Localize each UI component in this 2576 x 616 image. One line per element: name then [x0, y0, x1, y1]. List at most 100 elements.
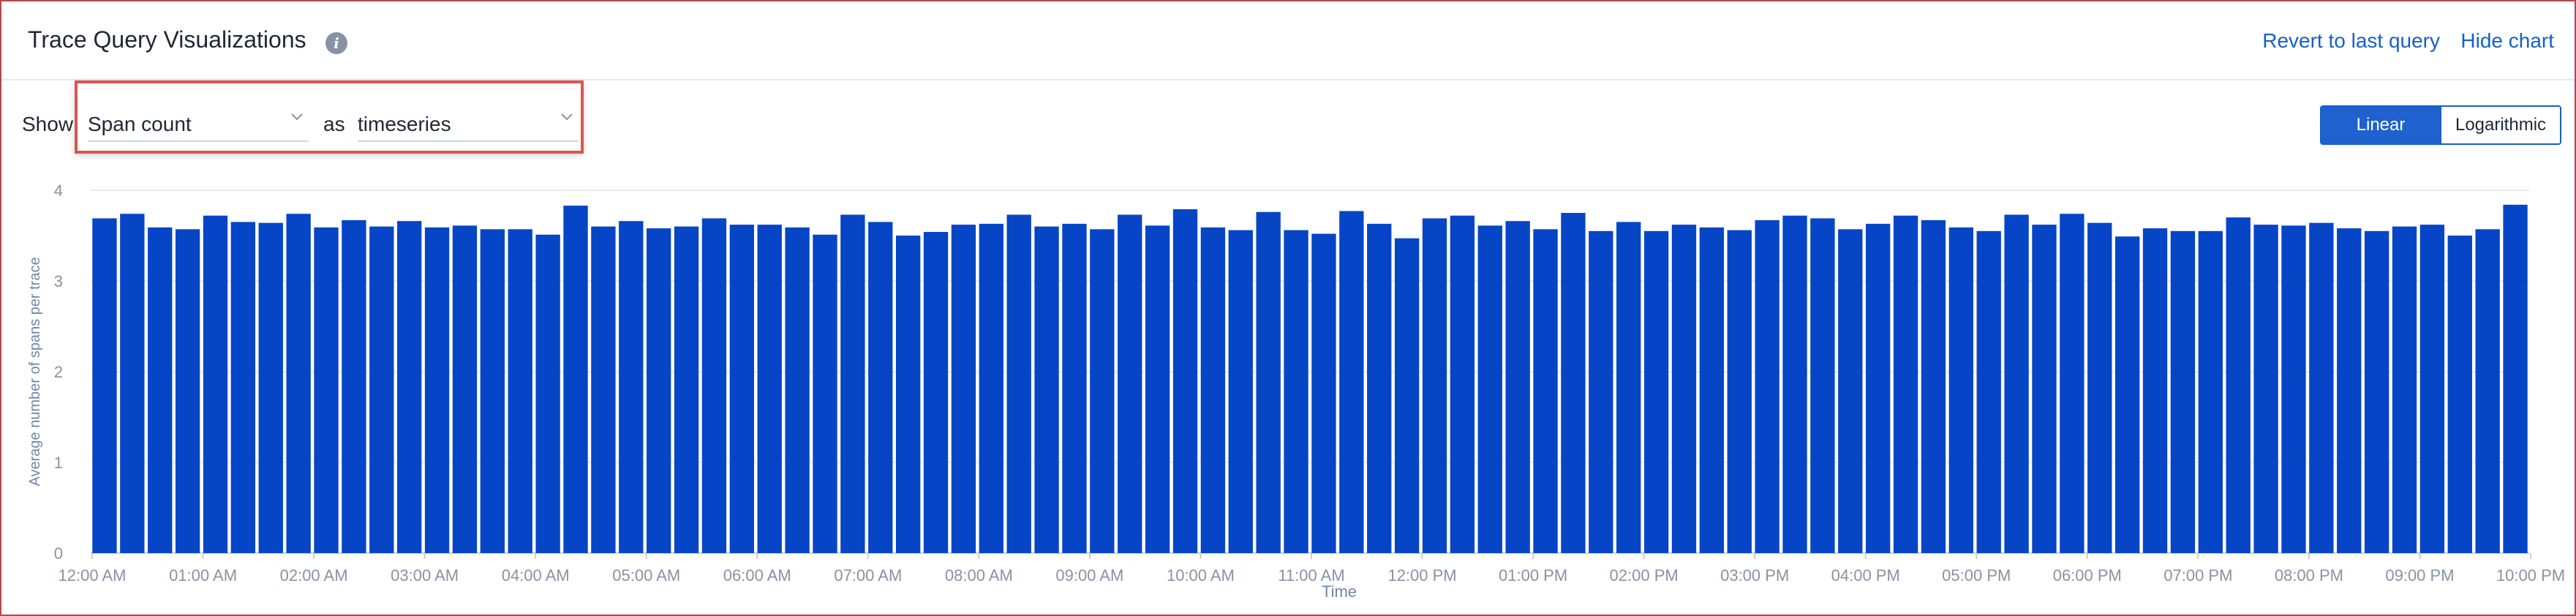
x-tick-label: 07:00 PM [2163, 566, 2232, 585]
bar [535, 234, 560, 553]
chart-controls: Show Span count as timeseries Linear Log… [1, 80, 2575, 154]
bar [1339, 211, 1364, 553]
bar [286, 214, 311, 553]
bar [647, 228, 671, 553]
y-tick-label: 3 [54, 272, 63, 290]
x-tick-label: 05:00 AM [612, 566, 680, 585]
bar [1948, 227, 1973, 553]
scale-toggle: Linear Logarithmic [2320, 105, 2561, 145]
bar [480, 229, 505, 553]
x-tick-label: 09:00 PM [2385, 566, 2454, 585]
bar [258, 222, 283, 553]
bar [1699, 227, 1725, 553]
bar [1394, 238, 1420, 553]
y-tick-label: 0 [54, 544, 63, 563]
x-tick-label: 04:00 PM [1831, 566, 1900, 585]
x-tick-label: 03:00 AM [391, 566, 459, 585]
bar [2419, 225, 2445, 553]
bar [591, 226, 616, 553]
x-tick-label: 07:00 AM [834, 566, 902, 585]
bar [1533, 229, 1558, 553]
x-tick-label: 12:00 PM [1387, 566, 1456, 585]
bar [1422, 218, 1447, 553]
bar [1367, 223, 1392, 553]
bar [619, 221, 644, 553]
bar [701, 218, 727, 553]
hide-chart-link[interactable]: Hide chart [2460, 29, 2554, 52]
y-tick-label: 2 [54, 363, 63, 381]
bar [1006, 214, 1031, 553]
bar [1755, 219, 1780, 553]
bar [1727, 230, 1752, 553]
bar [1118, 214, 1142, 553]
bar [1311, 233, 1336, 553]
bar [1643, 230, 1669, 553]
x-tick-label: 05:00 PM [1942, 566, 2011, 585]
visualization-type-select[interactable]: timeseries [358, 107, 579, 142]
x-tick-label: 08:00 PM [2275, 566, 2343, 585]
bar [1200, 227, 1226, 553]
bar [92, 218, 117, 553]
bar [1228, 230, 1253, 553]
bar [2309, 222, 2334, 553]
bar [1616, 222, 1641, 553]
bar [1505, 221, 1530, 553]
bar [2060, 214, 2084, 553]
bar [1284, 230, 1308, 553]
x-tick-label: 10:00 PM [2496, 566, 2565, 585]
page-title: Trace Query Visualizations [28, 26, 306, 53]
bar [1810, 218, 1835, 553]
bar [1172, 209, 1198, 553]
x-tick-label: 08:00 AM [945, 566, 1013, 585]
x-tick-label: 06:00 AM [723, 566, 791, 585]
bar [314, 227, 339, 553]
bar [203, 215, 228, 553]
metric-select[interactable]: Span count [88, 107, 309, 142]
bar [2032, 225, 2057, 553]
bar [563, 206, 588, 553]
bar [2475, 229, 2500, 553]
bar [1838, 229, 1863, 553]
bar [369, 226, 394, 553]
bar [1477, 225, 1502, 553]
bar [2114, 236, 2140, 553]
panel-header: Trace Query Visualizations i Revert to l… [1, 1, 2575, 80]
bar [840, 214, 865, 553]
bar [1034, 226, 1059, 553]
x-tick-label: 12:00 AM [59, 566, 127, 585]
x-tick-label: 06:00 PM [2053, 566, 2122, 585]
x-tick-label: 10:00 AM [1167, 566, 1235, 585]
bar [1893, 215, 1918, 553]
bar [148, 227, 173, 553]
bar [1589, 230, 1613, 553]
y-tick-label: 4 [54, 181, 63, 200]
bar [2281, 225, 2306, 553]
bar [1450, 215, 1475, 553]
bar [757, 225, 782, 553]
metric-select-value: Span count [88, 113, 192, 135]
bar [342, 219, 366, 553]
x-tick-label: 02:00 AM [280, 566, 348, 585]
scale-option-logarithmic[interactable]: Logarithmic [2440, 107, 2560, 143]
show-label: Show [22, 113, 74, 135]
bar [2447, 236, 2472, 553]
x-tick-label: 11:00 AM [1278, 566, 1344, 585]
bar [951, 225, 976, 553]
scale-option-linear[interactable]: Linear [2321, 107, 2440, 143]
bar [120, 214, 145, 553]
info-icon[interactable]: i [325, 32, 347, 54]
bar [2004, 214, 2029, 553]
bar [1976, 230, 2001, 553]
bar [674, 226, 699, 553]
highlight-box [75, 80, 584, 154]
revert-to-last-query-link[interactable]: Revert to last query [2262, 29, 2440, 52]
y-axis-label: Average number of spans per trace [27, 257, 43, 486]
bar [1782, 215, 1807, 553]
chevron-down-icon [291, 113, 303, 121]
bar [1921, 219, 1946, 553]
bar [1561, 213, 1586, 553]
bar [175, 229, 200, 553]
as-label: as [323, 113, 345, 135]
bar [1671, 225, 1697, 553]
